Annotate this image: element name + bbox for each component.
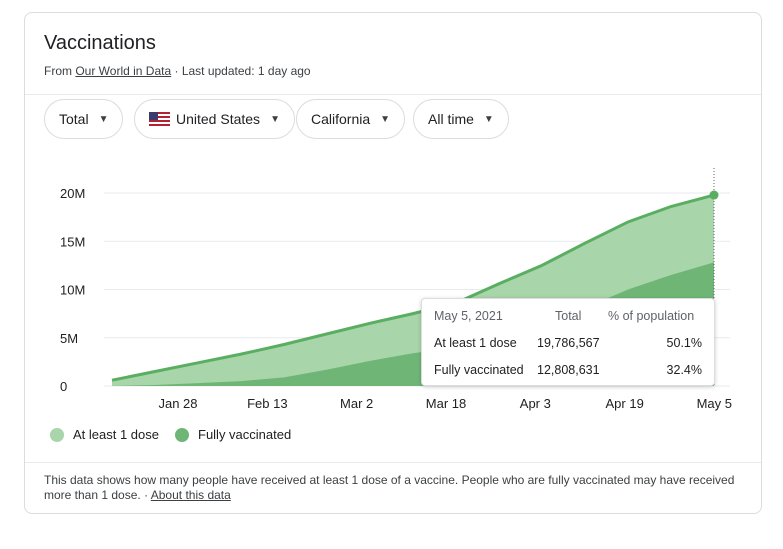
- footer-text: This data shows how many people have rec…: [44, 473, 735, 502]
- tooltip-row-label: At least 1 dose: [434, 336, 517, 350]
- metric-dropdown[interactable]: Total ▼: [44, 99, 124, 139]
- chevron-down-icon: ▼: [483, 113, 494, 125]
- tooltip-col-total: Total: [555, 309, 582, 323]
- tooltip-row-pct: 50.1%: [666, 336, 702, 350]
- chevron-down-icon: ▼: [98, 113, 109, 125]
- us-flag-icon: [149, 112, 170, 126]
- chevron-down-icon: ▼: [270, 113, 280, 125]
- footer-separator: ·: [140, 488, 151, 502]
- hover-point: [709, 190, 719, 200]
- time-range-dropdown-label: All time: [428, 111, 474, 127]
- y-tick-label: 0: [60, 379, 67, 394]
- x-tick-label: Apr 3: [520, 396, 551, 411]
- chevron-down-icon: ▼: [380, 113, 391, 125]
- legend-item-fully-vaccinated: Fully vaccinated: [175, 427, 291, 442]
- footer-divider: [25, 462, 761, 463]
- source-prefix: From: [44, 64, 76, 78]
- chart-legend: At least 1 dose Fully vaccinated: [50, 427, 307, 442]
- tooltip-row-label: Fully vaccinated: [434, 363, 524, 377]
- country-dropdown-label: United States: [176, 111, 261, 127]
- y-tick-label: 10M: [60, 283, 85, 298]
- x-tick-label: Feb 13: [247, 396, 287, 411]
- x-tick-label: Mar 18: [426, 396, 466, 411]
- region-dropdown[interactable]: California ▼: [296, 99, 406, 139]
- x-tick-label: Mar 2: [340, 396, 373, 411]
- x-tick-label: Apr 19: [606, 396, 644, 411]
- chart-tooltip: May 5, 2021 Total % of population At lea…: [421, 298, 715, 386]
- y-tick-label: 20M: [60, 186, 85, 201]
- time-range-dropdown[interactable]: All time ▼: [413, 99, 509, 139]
- legend-label-first-dose: At least 1 dose: [73, 427, 159, 442]
- y-tick-label: 5M: [60, 331, 78, 346]
- line-first-dose: [111, 193, 715, 382]
- legend-item-first-dose: At least 1 dose: [50, 427, 159, 442]
- card-subtitle: From Our World in Data · Last updated: 1…: [44, 64, 311, 78]
- tooltip-col-pct: % of population: [608, 309, 695, 323]
- legend-label-fully-vaccinated: Fully vaccinated: [198, 427, 292, 442]
- last-updated: · Last updated: 1 day ago: [171, 64, 311, 78]
- legend-swatch-first-dose: [50, 427, 64, 442]
- source-link[interactable]: Our World in Data: [75, 64, 172, 78]
- country-dropdown[interactable]: United States ▼: [134, 99, 295, 139]
- footer-note: This data shows how many people have rec…: [44, 473, 744, 503]
- tooltip-row-pct: 32.4%: [666, 363, 702, 377]
- y-tick-label: 15M: [60, 234, 85, 249]
- legend-swatch-fully-vaccinated: [175, 427, 189, 442]
- tooltip-date: May 5, 2021: [434, 309, 503, 323]
- tooltip-row-total: 12,808,631: [537, 363, 600, 377]
- about-data-link[interactable]: About this data: [150, 488, 231, 502]
- card-title: Vaccinations: [44, 32, 156, 54]
- tooltip-row-total: 19,786,567: [537, 336, 600, 350]
- region-dropdown-label: California: [311, 111, 371, 127]
- metric-dropdown-label: Total: [59, 111, 89, 127]
- x-tick-label: Jan 28: [158, 396, 197, 411]
- x-tick-label: May 5: [697, 396, 732, 411]
- card-header: Vaccinations From Our World in Data · La…: [25, 13, 761, 95]
